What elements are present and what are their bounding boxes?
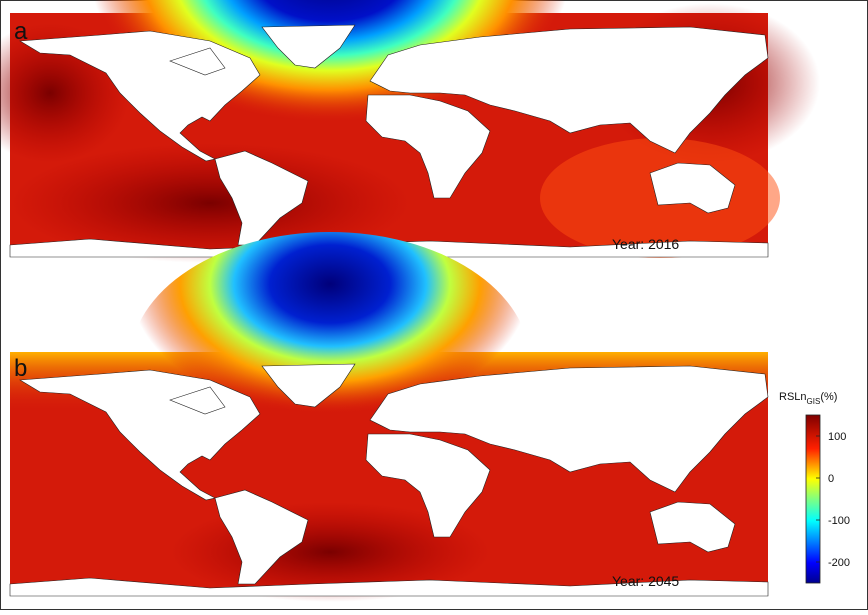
colorbar-label: RSLnGIS(%) <box>779 391 837 406</box>
map-panel-a: a Year: 2016 <box>0 0 820 263</box>
label-main: RSLn <box>779 391 807 403</box>
colorbar-tick-label: -200 <box>828 557 850 569</box>
colorbar-tick-label: 0 <box>828 473 834 485</box>
year-label: Year: 2016 <box>612 236 679 252</box>
year-label: Year: 2045 <box>612 573 679 589</box>
panel-letter: b <box>14 355 27 382</box>
panel-letter: a <box>14 18 28 45</box>
map-panel-b: b Year: 2045 <box>9 232 769 602</box>
colorbar-ramp <box>805 414 821 584</box>
colorbar-tick-label: 100 <box>828 431 846 443</box>
colorbar-tick-label: -100 <box>828 515 850 527</box>
label-suffix: (%) <box>820 391 837 403</box>
label-sub: GIS <box>807 397 821 406</box>
colorbar: RSLnGIS(%) 100 0 -100 -200 <box>779 391 850 584</box>
